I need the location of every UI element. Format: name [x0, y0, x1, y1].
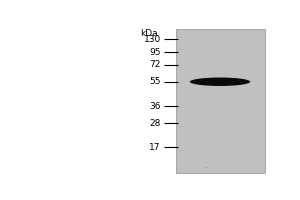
Text: 130: 130 [143, 35, 161, 44]
Bar [176, 29, 266, 173]
Text: 17: 17 [149, 143, 161, 152]
Text: 36: 36 [149, 102, 161, 111]
Text: ——: —— [204, 165, 211, 169]
Text: 72: 72 [149, 60, 161, 69]
Text: 28: 28 [149, 119, 161, 128]
Ellipse shape [190, 78, 250, 86]
Text: 55: 55 [149, 77, 161, 86]
Text: 95: 95 [149, 48, 161, 57]
Text: kDa: kDa [140, 29, 158, 38]
